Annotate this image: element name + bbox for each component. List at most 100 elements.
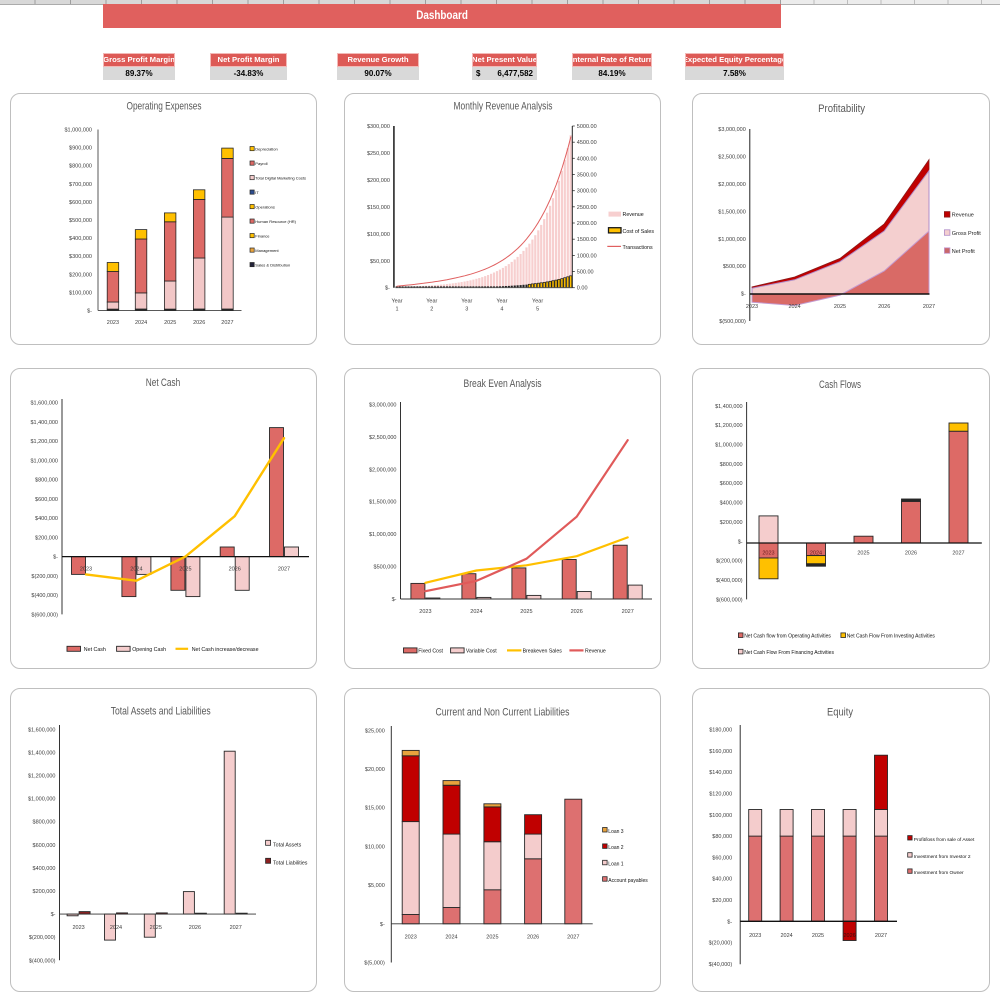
svg-text:2026: 2026 [905, 551, 917, 557]
svg-text:$200,000: $200,000 [69, 272, 92, 278]
svg-text:$120,000: $120,000 [709, 792, 732, 798]
svg-text:$-: $- [385, 286, 390, 292]
svg-text:2024: 2024 [135, 320, 147, 326]
svg-text:$100,000: $100,000 [367, 232, 390, 238]
svg-text:2027: 2027 [567, 934, 579, 940]
svg-text:2: 2 [430, 306, 433, 312]
svg-text:$300,000: $300,000 [367, 124, 390, 130]
svg-text:2027: 2027 [875, 933, 887, 939]
svg-text:Current and Non Current Liabil: Current and Non Current Liabilities [436, 707, 570, 719]
svg-text:Equity: Equity [827, 707, 853, 719]
svg-text:$1,200,000: $1,200,000 [30, 439, 58, 445]
svg-text:2026: 2026 [878, 304, 890, 310]
svg-text:$(5,000): $(5,000) [364, 961, 385, 967]
svg-text:$(200,000): $(200,000) [29, 935, 56, 941]
svg-text:2027: 2027 [952, 551, 964, 557]
svg-text:2023: 2023 [762, 551, 774, 557]
svg-text:$160,000: $160,000 [709, 749, 732, 755]
svg-text:$50,000: $50,000 [370, 259, 390, 265]
svg-text:$(500,000): $(500,000) [719, 319, 746, 325]
svg-text:$900,000: $900,000 [69, 146, 92, 152]
svg-text:Year: Year [496, 299, 507, 305]
svg-text:$-: $- [727, 919, 732, 925]
svg-text:$20,000: $20,000 [712, 898, 732, 904]
svg-text:Cost of Sales: Cost of Sales [623, 229, 655, 235]
svg-text:2024: 2024 [130, 567, 142, 573]
svg-text:$1,600,000: $1,600,000 [28, 727, 56, 733]
svg-text:Investment from Investor 2: Investment from Investor 2 [914, 854, 971, 860]
svg-text:$140,000: $140,000 [709, 770, 732, 776]
svg-text:$400,000: $400,000 [33, 866, 56, 872]
svg-text:4000.00: 4000.00 [577, 156, 597, 162]
svg-text:2500.00: 2500.00 [577, 205, 597, 211]
svg-text:2027: 2027 [221, 320, 233, 326]
svg-text:$-: $- [380, 922, 385, 928]
svg-text:$800,000: $800,000 [33, 820, 56, 826]
svg-text:2023: 2023 [746, 304, 758, 310]
svg-text:2023: 2023 [80, 567, 92, 573]
svg-text:2025: 2025 [150, 925, 162, 931]
svg-text:2024: 2024 [810, 551, 822, 557]
svg-text:4500.00: 4500.00 [577, 140, 597, 146]
svg-text:2026: 2026 [571, 609, 583, 615]
svg-text:$600,000: $600,000 [35, 497, 58, 503]
svg-text:$1,000,000: $1,000,000 [369, 532, 397, 538]
svg-text:2025: 2025 [520, 609, 532, 615]
svg-text:Total Assets and Liabilities: Total Assets and Liabilities [111, 706, 211, 718]
svg-text:Year: Year [461, 299, 472, 305]
svg-text:$1,000,000: $1,000,000 [30, 458, 58, 464]
svg-text:$-: $- [53, 555, 58, 561]
svg-text:$400,000: $400,000 [720, 501, 743, 507]
svg-text:$500,000: $500,000 [69, 218, 92, 224]
svg-text:Net Cash flow from Operating A: Net Cash flow from Operating Activities [744, 633, 831, 639]
svg-text:Monthly Revenue Analysis: Monthly Revenue Analysis [454, 101, 553, 113]
svg-text:Account payables: Account payables [608, 878, 648, 884]
svg-text:Depreciation: Depreciation [255, 147, 277, 152]
svg-text:Profit/loss from sale of Asset: Profit/loss from sale of Asset [914, 837, 975, 843]
svg-text:2023: 2023 [419, 609, 431, 615]
svg-text:3: 3 [465, 306, 468, 312]
svg-text:Fixed Cost: Fixed Cost [418, 649, 443, 655]
svg-text:2025: 2025 [812, 933, 824, 939]
svg-text:$500,000: $500,000 [374, 565, 397, 571]
svg-text:Revenue: Revenue [623, 212, 644, 218]
svg-text:$-: $- [738, 539, 743, 545]
svg-text:Net Cash Flow From Investing A: Net Cash Flow From Investing Activities [847, 633, 936, 639]
svg-text:$25,000: $25,000 [365, 728, 385, 734]
svg-text:Year: Year [391, 299, 402, 305]
svg-text:$1,600,000: $1,600,000 [30, 401, 58, 407]
svg-text:Total Digital Marketing Costs: Total Digital Marketing Costs [255, 176, 306, 181]
svg-text:2023: 2023 [749, 933, 761, 939]
svg-text:Break Even Analysis: Break Even Analysis [464, 378, 542, 390]
svg-text:$-: $- [392, 597, 397, 603]
svg-text:$(400,000): $(400,000) [29, 958, 56, 964]
svg-text:2024: 2024 [788, 304, 800, 310]
svg-text:$10,000: $10,000 [365, 844, 385, 850]
svg-text:$1,500,000: $1,500,000 [369, 500, 397, 506]
svg-text:$800,000: $800,000 [69, 164, 92, 170]
svg-text:2025: 2025 [179, 567, 191, 573]
svg-text:Profitability: Profitability [818, 103, 865, 115]
svg-text:2023: 2023 [72, 925, 84, 931]
svg-text:$700,000: $700,000 [69, 182, 92, 188]
svg-text:Investment from Owner: Investment from Owner [914, 870, 964, 876]
svg-text:Cash Flows: Cash Flows [819, 379, 861, 391]
svg-text:2025: 2025 [857, 551, 869, 557]
svg-text:Management: Management [255, 248, 279, 253]
svg-text:4: 4 [500, 306, 503, 312]
svg-text:1000.00: 1000.00 [577, 253, 597, 259]
svg-text:$-: $- [741, 292, 746, 298]
svg-text:$1,000,000: $1,000,000 [28, 797, 56, 803]
svg-text:Gross Profit: Gross Profit [952, 231, 982, 237]
svg-text:2024: 2024 [470, 609, 482, 615]
svg-text:2023: 2023 [405, 934, 417, 940]
svg-text:$2,000,000: $2,000,000 [369, 467, 397, 473]
svg-text:2025: 2025 [834, 304, 846, 310]
svg-text:Breakeven Sales: Breakeven Sales [523, 649, 563, 655]
svg-text:2026: 2026 [189, 925, 201, 931]
svg-text:3500.00: 3500.00 [577, 173, 597, 179]
svg-text:2027: 2027 [622, 609, 634, 615]
svg-text:$(40,000): $(40,000) [709, 962, 733, 968]
svg-text:$1,000,000: $1,000,000 [718, 237, 746, 243]
svg-text:$600,000: $600,000 [720, 481, 743, 487]
